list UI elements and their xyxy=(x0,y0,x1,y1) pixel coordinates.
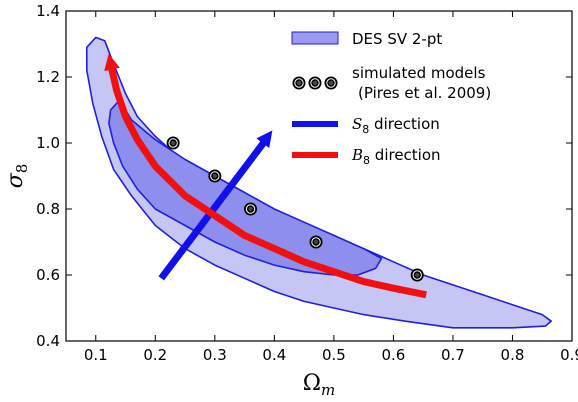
x-tick-label: 0.9 xyxy=(560,346,578,364)
marker-core xyxy=(248,206,253,212)
simulated-model-point xyxy=(309,235,323,249)
legend-label-des: DES SV 2-pt xyxy=(352,30,442,48)
marker-core xyxy=(415,272,420,278)
s8-arrow-head xyxy=(256,130,273,148)
plot-frame xyxy=(65,10,573,342)
direction-arrows xyxy=(104,53,427,299)
marker-core xyxy=(313,239,319,245)
marker-ring xyxy=(245,204,256,214)
x-tick-label: 0.5 xyxy=(322,346,346,364)
marker-ring xyxy=(310,78,320,88)
legend-marker xyxy=(324,76,338,90)
marker-core xyxy=(170,140,176,146)
b8-arrow-head xyxy=(104,53,120,72)
marker-core xyxy=(328,80,334,86)
legend-label-s8: S8 direction xyxy=(352,115,440,136)
legend-markers xyxy=(292,76,338,90)
marker-ring xyxy=(412,270,422,280)
x-tick-label: 0.7 xyxy=(441,346,465,364)
marker-ring xyxy=(294,78,304,88)
y-tick-label: 1.4 xyxy=(36,2,60,20)
x-tick-label: 0.3 xyxy=(203,346,227,364)
x-tick-label: 0.6 xyxy=(381,346,405,364)
legend-marker xyxy=(292,76,306,90)
y-tick-label: 1.2 xyxy=(36,68,60,86)
marker-ring xyxy=(311,237,321,247)
y-axis-label: σ8 xyxy=(3,164,31,189)
contour-regions xyxy=(86,36,553,329)
simulated-model-point xyxy=(244,202,258,216)
legend: DES SV 2-pt simulated models (Pires et a… xyxy=(291,30,491,167)
x-tick-label: 0.8 xyxy=(501,346,525,364)
contour-inner xyxy=(108,99,383,276)
x-tick-label: 0.2 xyxy=(143,346,167,364)
marker-ring xyxy=(168,138,178,148)
y-tick-label: 0.6 xyxy=(36,266,60,284)
simulated-model-point xyxy=(410,268,424,282)
contour-68-95-outer xyxy=(86,36,553,329)
x-axis-label: Ωm xyxy=(303,371,335,399)
marker-core xyxy=(212,173,218,179)
legend-patch-des xyxy=(291,31,339,45)
legend-label-b8: B8 direction xyxy=(351,146,441,167)
x-tick-label: 0.1 xyxy=(84,346,108,364)
legend-label-sim: simulated models xyxy=(352,64,486,82)
marker-core xyxy=(296,80,302,86)
marker-ring xyxy=(326,78,336,88)
b8-arrow-curve xyxy=(107,63,427,299)
axis-ticks: 0.1 0.2 0.3 0.4 0.5 0.6 0.7 0.8 0.9 0.4 0.6 0.8 1.0 1… xyxy=(36,2,578,364)
s8-arrow-shaft xyxy=(158,134,272,281)
legend-marker xyxy=(308,76,322,90)
marker-ring xyxy=(210,171,220,181)
y-tick-label: 0.8 xyxy=(36,200,60,218)
y-tick-label: 1.0 xyxy=(36,134,60,152)
x-tick-label: 0.4 xyxy=(262,346,286,364)
simulated-model-point xyxy=(208,169,222,183)
legend-label-sim-ref: (Pires et al. 2009) xyxy=(358,84,491,102)
marker-core xyxy=(312,80,318,86)
y-tick-label: 0.4 xyxy=(36,332,60,350)
simulated-model-point xyxy=(166,136,180,150)
simulated-model-points xyxy=(166,136,424,282)
